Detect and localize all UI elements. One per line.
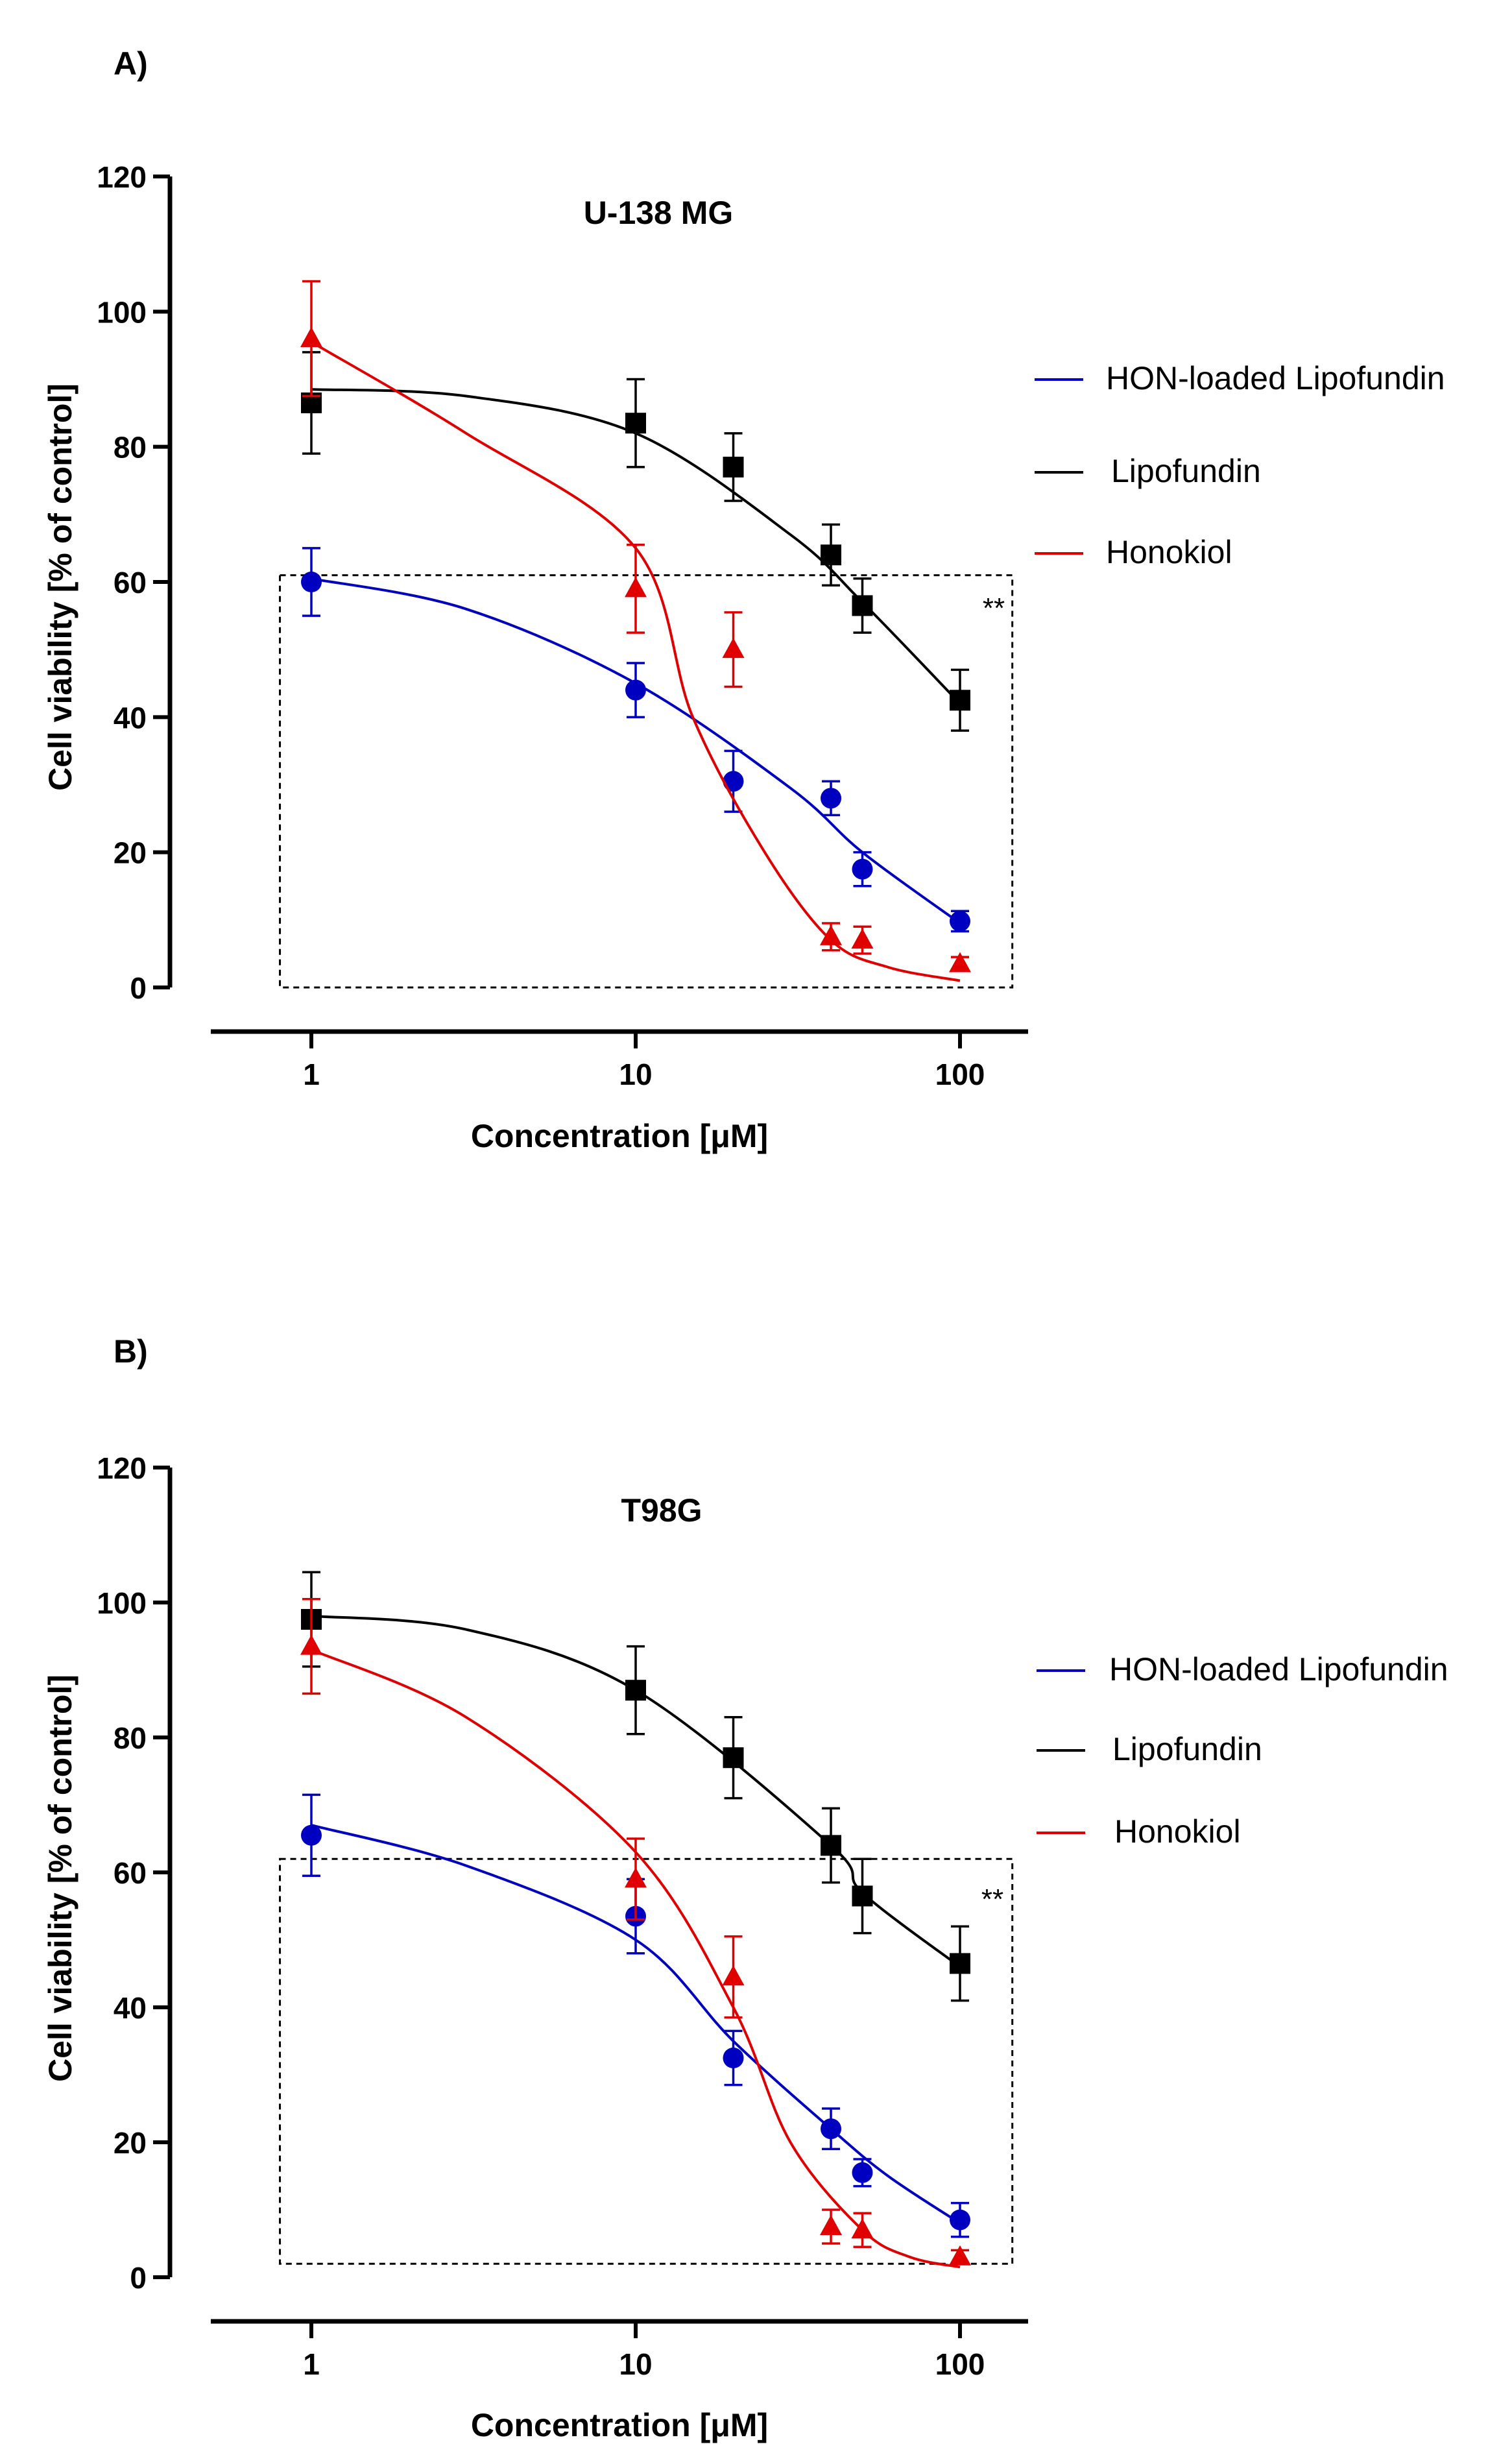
data-point-hon-loaded-lipofundin bbox=[723, 2048, 744, 2068]
data-point-honokiol bbox=[949, 2245, 971, 2266]
legend: HON-loaded Lipofundin Lipofundin Honokio… bbox=[1035, 360, 1445, 570]
y-tick-label: 100 bbox=[97, 295, 147, 329]
fit-curve-honokiol bbox=[310, 341, 961, 982]
y-tick-label: 0 bbox=[130, 2261, 147, 2295]
data-point-honokiol bbox=[820, 2215, 843, 2235]
data-point-hon-loaded-lipofundin bbox=[950, 910, 970, 932]
x-tick-label: 10 bbox=[619, 2347, 652, 2381]
x-tick-label: 1 bbox=[303, 1058, 320, 1091]
data-point-hon-loaded-lipofundin bbox=[723, 771, 744, 792]
data-point-hon-loaded-lipofundin bbox=[625, 679, 646, 701]
data-point-honokiol bbox=[851, 2218, 874, 2239]
chart-title: T98G bbox=[621, 1492, 702, 1529]
y-tick-label: 40 bbox=[114, 1991, 147, 2025]
data-point-honokiol bbox=[851, 928, 874, 949]
data-point-lipofundin bbox=[852, 595, 873, 616]
highlight-box bbox=[279, 574, 1014, 989]
data-point-honokiol bbox=[300, 327, 322, 347]
data-point-hon-loaded-lipofundin bbox=[301, 572, 322, 592]
data-point-honokiol bbox=[722, 638, 745, 659]
legend-label: Honokiol bbox=[1106, 534, 1232, 570]
x-tick-label: 10 bbox=[619, 1058, 652, 1091]
data-point-honokiol bbox=[625, 577, 647, 598]
data-point-honokiol bbox=[625, 1867, 647, 1888]
x-tick-label: 100 bbox=[935, 2347, 985, 2381]
data-point-lipofundin bbox=[852, 1885, 873, 1907]
data-point-lipofundin bbox=[821, 1835, 842, 1856]
fit-curve-hon-loaded-lipofundin bbox=[311, 577, 961, 925]
data-point-honokiol bbox=[722, 1965, 745, 1986]
y-tick-label: 120 bbox=[97, 160, 147, 194]
x-tick-label: 100 bbox=[935, 1058, 985, 1091]
y-tick-label: 0 bbox=[130, 971, 147, 1005]
data-point-hon-loaded-lipofundin bbox=[821, 788, 842, 809]
data-point-lipofundin bbox=[950, 690, 970, 711]
x-tick-label: 1 bbox=[303, 2347, 320, 2381]
significance-annotation: ** bbox=[981, 1883, 1003, 1915]
data-point-lipofundin bbox=[950, 1953, 970, 1974]
y-tick-label: 20 bbox=[114, 836, 147, 870]
y-tick-label: 80 bbox=[114, 431, 147, 465]
data-point-lipofundin bbox=[821, 544, 842, 566]
data-point-hon-loaded-lipofundin bbox=[950, 2209, 970, 2231]
y-axis-label: Cell viability [% of control] bbox=[42, 1675, 78, 2082]
y-axis-label: Cell viability [% of control] bbox=[42, 383, 78, 791]
y-tick-label: 40 bbox=[114, 701, 147, 734]
legend-label: Honokiol bbox=[1114, 1813, 1241, 1850]
x-axis-label: Concentration [μM] bbox=[471, 1118, 768, 1154]
y-tick-label: 60 bbox=[114, 566, 147, 599]
data-point-lipofundin bbox=[625, 413, 646, 434]
fit-curve-hon-loaded-lipofundin bbox=[311, 1824, 961, 2225]
legend-label: Lipofundin bbox=[1111, 453, 1261, 489]
legend-label: HON-loaded Lipofundin bbox=[1109, 1651, 1448, 1687]
data-point-hon-loaded-lipofundin bbox=[852, 2162, 873, 2183]
x-axis-label: Concentration [μM] bbox=[471, 2407, 768, 2443]
data-point-lipofundin bbox=[625, 1680, 646, 1701]
legend: HON-loaded Lipofundin Lipofundin Honokio… bbox=[1037, 1651, 1448, 1850]
legend-label: Lipofundin bbox=[1112, 1731, 1262, 1767]
data-point-lipofundin bbox=[723, 456, 744, 478]
data-point-honokiol bbox=[820, 925, 843, 945]
legend-label: HON-loaded Lipofundin bbox=[1106, 360, 1445, 396]
data-point-honokiol bbox=[949, 952, 971, 973]
data-point-lipofundin bbox=[723, 1747, 744, 1769]
chart-title: U-138 MG bbox=[584, 195, 734, 231]
y-tick-label: 80 bbox=[114, 1721, 147, 1755]
data-point-hon-loaded-lipofundin bbox=[821, 2118, 842, 2140]
highlight-box bbox=[279, 1857, 1014, 2265]
y-tick-label: 60 bbox=[114, 1856, 147, 1890]
y-tick-label: 120 bbox=[97, 1451, 147, 1485]
panel-label: B) bbox=[114, 1333, 148, 1370]
significance-annotation: ** bbox=[983, 592, 1005, 624]
data-point-honokiol bbox=[300, 1634, 322, 1655]
y-tick-label: 20 bbox=[114, 2126, 147, 2160]
panel-label: A) bbox=[114, 45, 148, 82]
data-point-hon-loaded-lipofundin bbox=[852, 858, 873, 880]
data-point-hon-loaded-lipofundin bbox=[301, 1824, 322, 1846]
y-tick-label: 100 bbox=[97, 1586, 147, 1620]
